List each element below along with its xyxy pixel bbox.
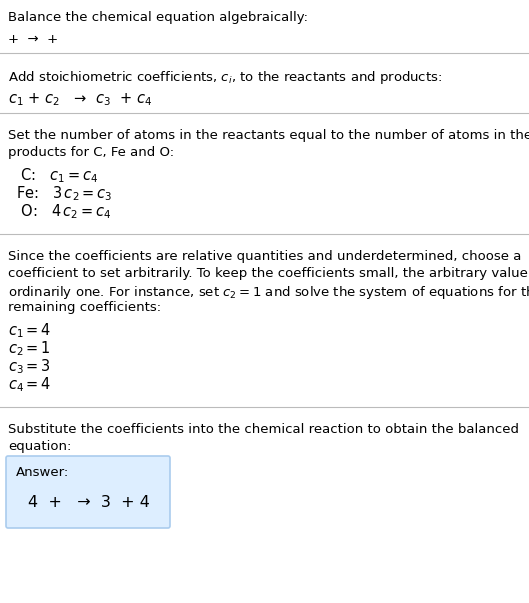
Text: Answer:: Answer: — [16, 466, 69, 479]
Text: Fe:   $3\,c_2 = c_3$: Fe: $3\,c_2 = c_3$ — [16, 184, 113, 203]
Text: $c_3 = 3$: $c_3 = 3$ — [8, 357, 51, 376]
Text: remaining coefficients:: remaining coefficients: — [8, 301, 161, 314]
Text: O:   $4\,c_2 = c_4$: O: $4\,c_2 = c_4$ — [16, 202, 112, 221]
Text: products for C, Fe and O:: products for C, Fe and O: — [8, 146, 174, 159]
Text: equation:: equation: — [8, 440, 71, 453]
Text: Since the coefficients are relative quantities and underdetermined, choose a: Since the coefficients are relative quan… — [8, 250, 522, 263]
Text: coefficient to set arbitrarily. To keep the coefficients small, the arbitrary va: coefficient to set arbitrarily. To keep … — [8, 267, 529, 280]
Text: $c_1 = 4$: $c_1 = 4$ — [8, 321, 51, 339]
Text: +  →  +: + → + — [8, 33, 58, 46]
Text: Balance the chemical equation algebraically:: Balance the chemical equation algebraica… — [8, 11, 308, 24]
Text: 4  +   →  3  + 4: 4 + → 3 + 4 — [28, 495, 150, 510]
Text: Set the number of atoms in the reactants equal to the number of atoms in the: Set the number of atoms in the reactants… — [8, 129, 529, 142]
Text: $c_2 = 1$: $c_2 = 1$ — [8, 339, 51, 358]
Text: C:   $c_1 = c_4$: C: $c_1 = c_4$ — [16, 166, 98, 185]
Text: $c_1$ + $c_2$   →  $c_3$  + $c_4$: $c_1$ + $c_2$ → $c_3$ + $c_4$ — [8, 91, 152, 108]
Text: Add stoichiometric coefficients, $c_i$, to the reactants and products:: Add stoichiometric coefficients, $c_i$, … — [8, 69, 442, 86]
FancyBboxPatch shape — [6, 456, 170, 528]
Text: ordinarily one. For instance, set $c_2 = 1$ and solve the system of equations fo: ordinarily one. For instance, set $c_2 =… — [8, 284, 529, 301]
Text: Substitute the coefficients into the chemical reaction to obtain the balanced: Substitute the coefficients into the che… — [8, 423, 519, 436]
Text: $c_4 = 4$: $c_4 = 4$ — [8, 375, 51, 394]
